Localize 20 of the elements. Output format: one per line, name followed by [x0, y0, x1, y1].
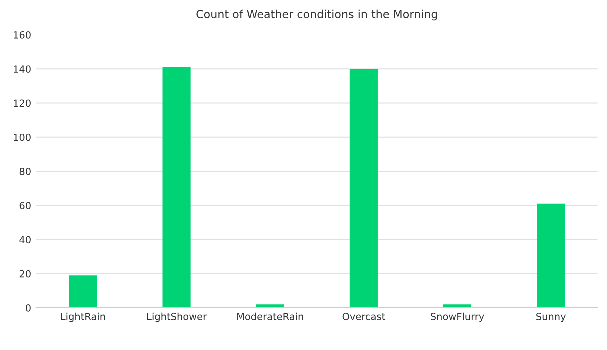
bar [69, 276, 98, 308]
chart-title: Count of Weather conditions in the Morning [196, 10, 438, 21]
y-tick-label: 100 [14, 134, 31, 142]
bar [350, 69, 378, 308]
y-tick-label: 0 [26, 304, 31, 312]
x-tick-label: SnowFlurry [431, 312, 484, 322]
x-tick-label: LightRain [61, 312, 106, 322]
y-tick-label: 140 [14, 66, 31, 73]
y-tick-label: 120 [14, 100, 31, 108]
x-tick-label: Overcast [342, 313, 386, 320]
y-tick-label: 60 [20, 202, 31, 210]
x-tick-label: Sunny [536, 313, 566, 322]
bar [537, 204, 566, 308]
y-tick-label: 20 [20, 270, 31, 278]
x-tick-label: LightShower [148, 312, 208, 322]
x-tick-label: ModerateRain [238, 312, 304, 320]
y-tick-label: 40 [20, 236, 31, 244]
y-tick-label: 80 [20, 168, 31, 176]
y-tick-label: 160 [14, 31, 31, 39]
bar [162, 67, 191, 308]
